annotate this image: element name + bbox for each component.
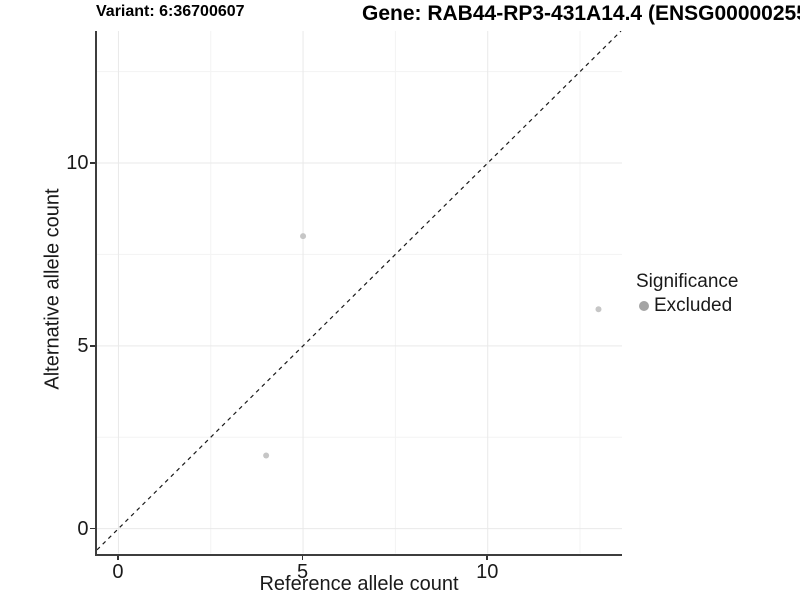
- y-axis-tick-label: 10: [66, 151, 89, 174]
- legend-item-excluded: Excluded: [636, 295, 738, 317]
- legend-title: Significance: [636, 271, 739, 292]
- y-axis-tick-mark: [90, 345, 95, 347]
- legend-item-label: Excluded: [654, 295, 733, 316]
- y-axis-tick-label: 5: [77, 334, 89, 357]
- legend-key-circle-icon: [639, 301, 649, 311]
- legend: Significance Excluded: [636, 271, 738, 317]
- x-axis-tick-mark: [486, 555, 488, 560]
- x-axis-tick-label: 0: [112, 560, 124, 583]
- plot-title-variant: Variant: 6:36700607: [96, 3, 245, 20]
- y-axis-label: Alternative allele count: [41, 188, 64, 390]
- data-point: [299, 233, 306, 240]
- identity-reference-line: [96, 31, 621, 551]
- data-point: [594, 306, 601, 313]
- x-axis-tick-label: 5: [297, 560, 309, 583]
- data-point: [262, 452, 269, 459]
- x-axis-tick-mark: [301, 555, 304, 560]
- x-axis-tick-label: 10: [476, 560, 499, 583]
- x-axis-label: Reference allele count: [259, 573, 459, 595]
- plot-panel: [94, 31, 622, 556]
- y-axis-tick-mark: [90, 162, 95, 164]
- plot-area-svg: [96, 31, 622, 554]
- x-axis-tick-mark: [117, 555, 119, 560]
- y-axis-tick-label: 0: [77, 517, 89, 540]
- y-axis-tick-mark: [90, 527, 95, 530]
- plot-title-gene: Gene: RAB44-RP3-431A14.4 (ENSG000002555: [362, 2, 800, 25]
